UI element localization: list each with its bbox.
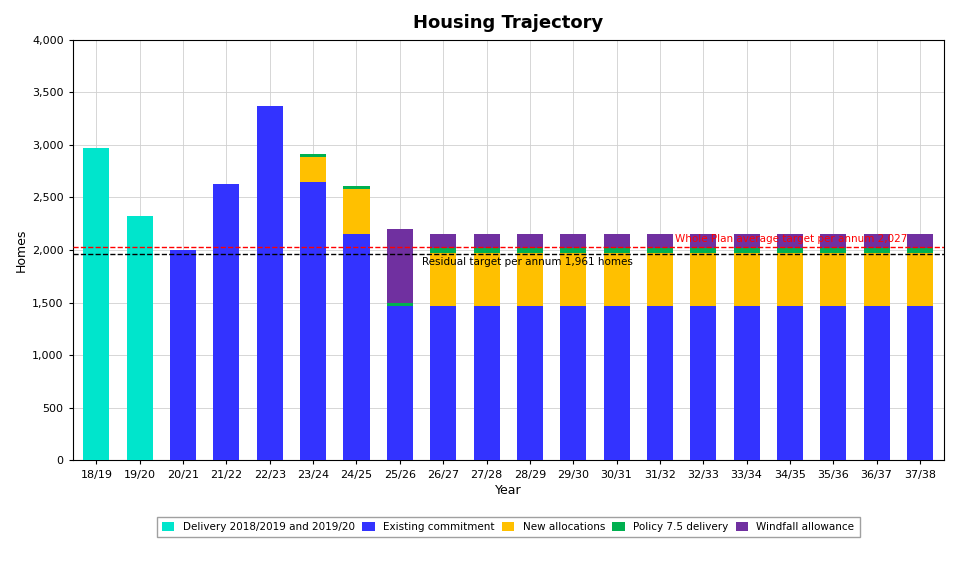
Bar bbox=[820, 248, 846, 253]
Bar bbox=[690, 248, 716, 253]
Bar bbox=[430, 234, 456, 248]
Bar bbox=[127, 216, 153, 460]
Bar bbox=[863, 248, 890, 253]
Bar bbox=[344, 234, 370, 460]
Bar bbox=[560, 306, 587, 460]
Bar bbox=[300, 181, 326, 460]
Bar bbox=[387, 229, 412, 303]
Bar bbox=[734, 306, 760, 460]
Bar bbox=[170, 250, 197, 460]
Bar bbox=[257, 106, 283, 460]
Bar bbox=[690, 234, 716, 248]
Bar bbox=[560, 248, 587, 253]
Bar bbox=[907, 253, 933, 306]
Bar bbox=[647, 306, 673, 460]
Bar bbox=[647, 248, 673, 253]
Bar bbox=[300, 158, 326, 181]
Bar bbox=[647, 234, 673, 248]
Bar bbox=[907, 306, 933, 460]
Bar bbox=[734, 253, 760, 306]
Bar bbox=[83, 148, 109, 460]
Bar bbox=[777, 306, 802, 460]
Bar bbox=[734, 234, 760, 248]
Bar bbox=[820, 306, 846, 460]
Bar bbox=[517, 306, 543, 460]
Bar bbox=[907, 234, 933, 248]
Bar bbox=[387, 303, 412, 306]
Bar bbox=[517, 248, 543, 253]
Text: Whole Plan average target per annum 2,027: Whole Plan average target per annum 2,02… bbox=[675, 234, 907, 244]
Bar bbox=[647, 253, 673, 306]
Bar bbox=[517, 234, 543, 248]
Bar bbox=[473, 253, 499, 306]
X-axis label: Year: Year bbox=[495, 484, 522, 497]
Legend: Delivery 2018/2019 and 2019/20, Existing commitment, New allocations, Policy 7.5: Delivery 2018/2019 and 2019/20, Existing… bbox=[157, 517, 860, 537]
Bar bbox=[604, 306, 629, 460]
Bar bbox=[604, 248, 629, 253]
Bar bbox=[907, 248, 933, 253]
Bar bbox=[430, 253, 456, 306]
Bar bbox=[820, 234, 846, 248]
Bar bbox=[820, 253, 846, 306]
Bar bbox=[473, 306, 499, 460]
Bar bbox=[734, 248, 760, 253]
Bar bbox=[300, 154, 326, 158]
Y-axis label: Homes: Homes bbox=[15, 228, 28, 272]
Bar bbox=[777, 234, 802, 248]
Bar bbox=[863, 253, 890, 306]
Bar bbox=[690, 306, 716, 460]
Bar bbox=[387, 306, 412, 460]
Bar bbox=[560, 234, 587, 248]
Bar bbox=[560, 253, 587, 306]
Bar bbox=[430, 248, 456, 253]
Bar bbox=[604, 234, 629, 248]
Bar bbox=[604, 253, 629, 306]
Bar bbox=[690, 253, 716, 306]
Bar bbox=[473, 234, 499, 248]
Title: Housing Trajectory: Housing Trajectory bbox=[413, 15, 603, 32]
Bar bbox=[517, 253, 543, 306]
Bar bbox=[777, 253, 802, 306]
Bar bbox=[863, 234, 890, 248]
Bar bbox=[214, 184, 239, 460]
Bar bbox=[863, 306, 890, 460]
Bar bbox=[473, 248, 499, 253]
Bar bbox=[344, 189, 370, 234]
Bar bbox=[344, 186, 370, 189]
Bar bbox=[430, 306, 456, 460]
Text: Residual target per annum 1,961 homes: Residual target per annum 1,961 homes bbox=[421, 257, 632, 267]
Bar bbox=[777, 248, 802, 253]
